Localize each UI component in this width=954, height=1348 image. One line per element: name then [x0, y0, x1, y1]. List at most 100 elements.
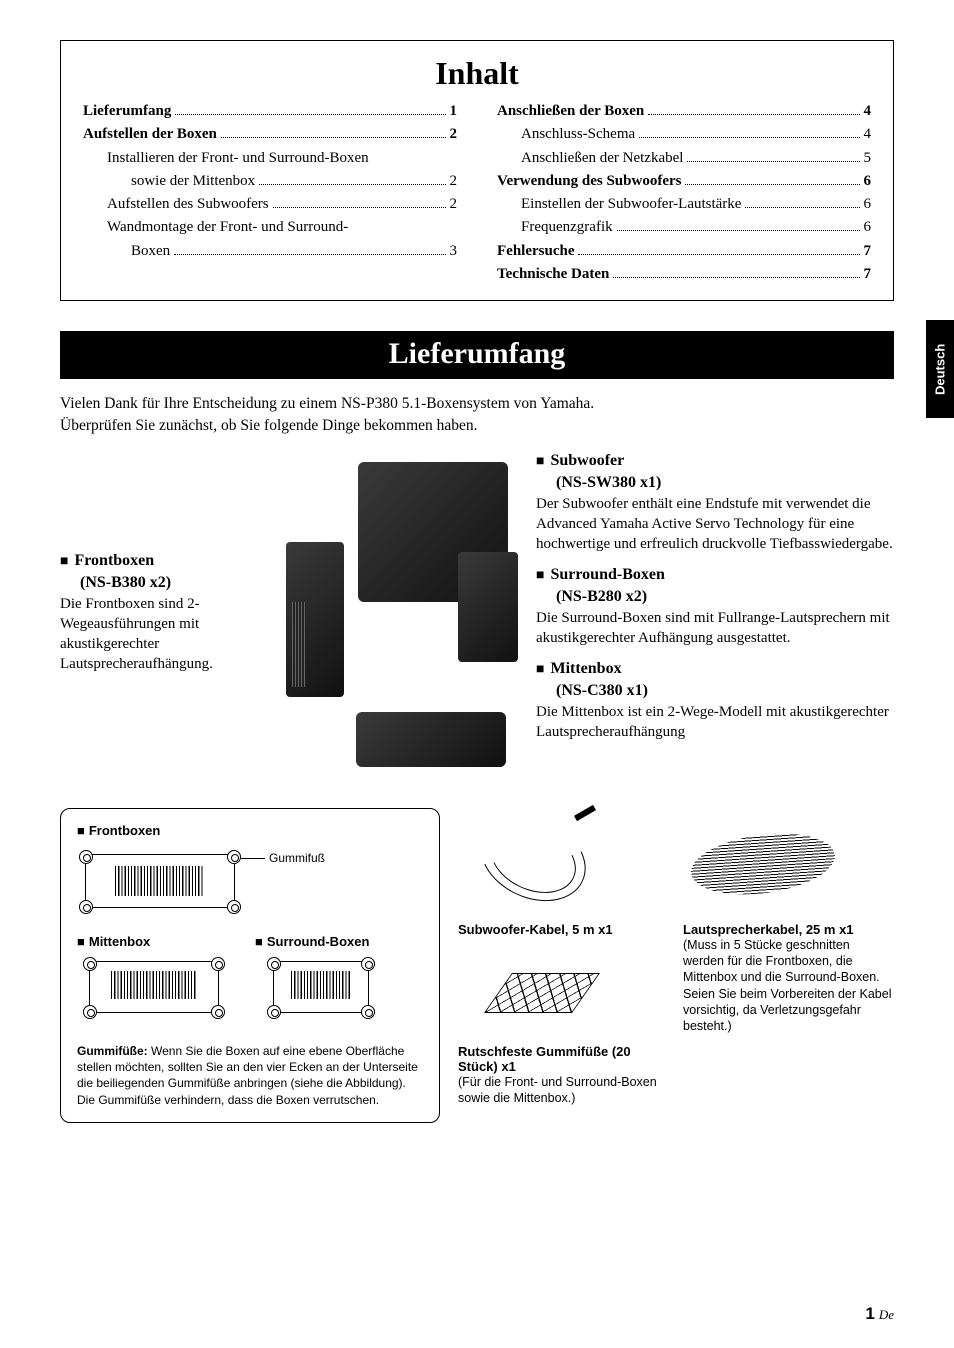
sub-cable-title: Subwoofer-Kabel, 5 m x1: [458, 922, 669, 937]
toc-dots: [175, 114, 445, 115]
acc-col-2: Lautsprecherkabel, 25 m x1 (Muss in 5 St…: [683, 808, 894, 1123]
pads-note: (Für die Front- und Surround-Boxen sowie…: [458, 1074, 669, 1107]
toc-entry-page: 2: [450, 193, 458, 216]
toc-column-left: Lieferumfang 1 Aufstellen der Boxen 2 Instal…: [83, 100, 457, 286]
toc-dots: [639, 137, 859, 138]
toc-entry: Einstellen der Subwoofer-Lautstärke6: [497, 193, 871, 216]
spk-cable-note: (Muss in 5 Stücke geschnitten werden für…: [683, 937, 894, 1035]
ctr-heading: ■Mittenbox: [536, 660, 894, 680]
diag-center-text: Mittenbox: [89, 934, 150, 949]
diag-surround-title: ■Surround-Boxen: [255, 934, 423, 949]
toc-entry-label: Einstellen der Subwoofer-Lautstärke: [521, 193, 741, 216]
toc-entry: Wandmontage der Front- und Surround-: [83, 216, 457, 239]
toc-entry-page: 1: [450, 100, 458, 123]
toc-entry: Frequenzgrafik6: [497, 216, 871, 239]
ctr-body: Die Mittenbox ist ein 2-Wege-Modell mit …: [536, 702, 894, 743]
toc-dots: [648, 114, 859, 115]
sub-model: (NS-SW380 x1): [556, 474, 894, 492]
components-left: ■Frontboxen (NS-B380 x2) Die Frontboxen …: [60, 452, 260, 782]
diag-center-title: ■Mittenbox: [77, 934, 245, 949]
sub-cable-image: [458, 808, 669, 918]
toc-entry: Fehlersuche 7: [497, 240, 871, 263]
components-image: [268, 452, 528, 782]
toc-dots: [617, 230, 860, 231]
toc-entry: Lieferumfang 1: [83, 100, 457, 123]
rubber-foot-icon: [227, 900, 241, 914]
diag-center-image: [77, 953, 245, 1031]
square-bullet-icon: ■: [536, 452, 544, 472]
rubber-foot-icon: [211, 1005, 225, 1019]
intro-line-2: Überprüfen Sie zunächst, ob Sie folgende…: [60, 415, 894, 437]
spk-cable-title: Lautsprecherkabel, 25 m x1: [683, 922, 894, 937]
components-block: ■Frontboxen (NS-B380 x2) Die Frontboxen …: [60, 452, 894, 782]
toc-dots: [221, 137, 446, 138]
rubber-feet-note: Gummifüße: Wenn Sie die Boxen auf eine e…: [77, 1043, 423, 1108]
square-bullet-icon: ■: [77, 823, 85, 838]
toc-entry-page: 6: [864, 170, 872, 193]
surround-speaker-icon: [458, 552, 518, 662]
toc-entry-page: 7: [864, 263, 872, 286]
toc-dots: [174, 254, 445, 255]
rubber-feet-diagram: ■Frontboxen Gummifuß ■Mittenbox: [60, 808, 440, 1123]
toc-column-right: Anschließen der Boxen 4Anschluss-Schema 4 A…: [497, 100, 871, 286]
toc-entry-label: sowie der Mittenbox: [131, 170, 255, 193]
square-bullet-icon: ■: [536, 660, 544, 680]
pads-grid-icon: [484, 973, 600, 1013]
lower-block: ■Frontboxen Gummifuß ■Mittenbox: [60, 808, 894, 1123]
toc-entry-label: Installieren der Front- und Surround-Box…: [107, 147, 369, 170]
toc-entry-label: Frequenzgrafik: [521, 216, 613, 239]
language-tab: Deutsch: [926, 320, 954, 418]
pointer-line-icon: [241, 858, 265, 859]
toc-entry-label: Technische Daten: [497, 263, 609, 286]
toc-entry-label: Aufstellen der Boxen: [83, 123, 217, 146]
square-bullet-icon: ■: [536, 566, 544, 586]
toc-entry: Anschließen der Boxen 4: [497, 100, 871, 123]
section-heading-lieferumfang: Lieferumfang: [60, 331, 894, 379]
toc-entry: Installieren der Front- und Surround-Box…: [83, 147, 457, 170]
toc-entry-label: Lieferumfang: [83, 100, 171, 123]
front-body: Die Frontboxen sind 2-Wegeausführungen m…: [60, 594, 260, 675]
toc-entry-page: 4: [864, 100, 872, 123]
front-heading-text: Frontboxen: [74, 552, 154, 570]
vent-icon: [291, 971, 351, 999]
toc-entry-page: 7: [864, 240, 872, 263]
surr-heading: ■Surround-Boxen: [536, 566, 894, 586]
toc-entry-label: Anschließen der Netzkabel: [521, 147, 683, 170]
toc-entry-label: Anschluss-Schema: [521, 123, 635, 146]
toc-dots: [613, 277, 859, 278]
page-number-suffix: De: [879, 1307, 894, 1322]
toc-columns: Lieferumfang 1 Aufstellen der Boxen 2 Instal…: [83, 100, 871, 286]
spk-cable-image: [683, 808, 894, 918]
toc-box: Inhalt Lieferumfang1Aufstellen der Boxen…: [60, 40, 894, 301]
toc-dots: [687, 161, 859, 162]
surr-model: (NS-B280 x2): [556, 588, 894, 606]
page-number-value: 1: [865, 1304, 874, 1323]
front-speaker-icon: [286, 542, 344, 697]
rubber-foot-icon: [79, 900, 93, 914]
toc-entry-label: Verwendung des Subwoofers: [497, 170, 681, 193]
sub-heading: ■ Subwoofer: [536, 452, 894, 472]
intro-line-1: Vielen Dank für Ihre Entscheidung zu ein…: [60, 393, 894, 415]
toc-entry-label: Fehlersuche: [497, 240, 574, 263]
plug-icon: [574, 805, 596, 821]
cable-coil-icon: [684, 829, 842, 899]
note-bold: Gummifüße:: [77, 1044, 148, 1058]
rubber-foot-icon: [83, 1005, 97, 1019]
toc-dots: [273, 207, 446, 208]
diag-front-image: Gummifuß: [77, 842, 423, 930]
rubber-foot-label: Gummifuß: [269, 851, 325, 865]
toc-entry-page: 2: [450, 170, 458, 193]
rubber-foot-icon: [79, 850, 93, 864]
pads-title: Rutschfeste Gummifüße (20 Stück) x1: [458, 1044, 669, 1074]
sub-heading-text: Subwoofer: [550, 452, 624, 470]
toc-entry: Verwendung des Subwoofers 6: [497, 170, 871, 193]
toc-entry-page: 2: [450, 123, 458, 146]
rubber-foot-icon: [267, 957, 281, 971]
rubber-foot-icon: [211, 957, 225, 971]
surr-body: Die Surround-Boxen sind mit Fullrange-La…: [536, 608, 894, 649]
toc-entry: Aufstellen des Subwoofers2: [83, 193, 457, 216]
toc-entry-label: Anschließen der Boxen: [497, 100, 644, 123]
front-heading: ■Frontboxen: [60, 552, 260, 572]
rubber-foot-icon: [361, 1005, 375, 1019]
diag-surround-image: [255, 953, 423, 1031]
